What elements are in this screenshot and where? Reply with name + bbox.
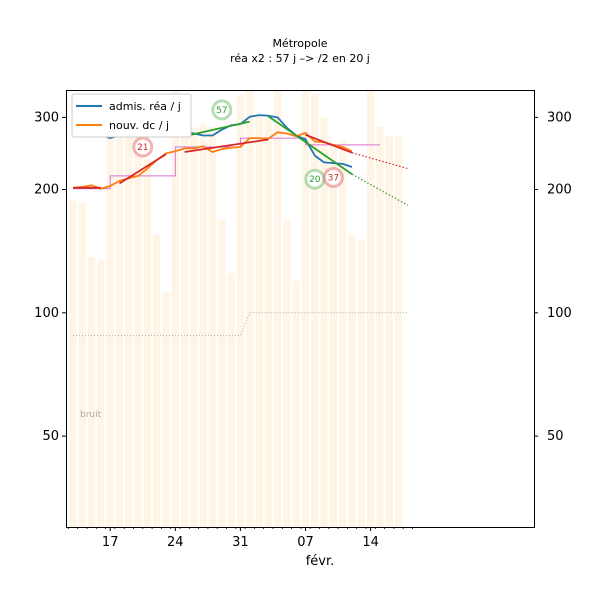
background-bar: [208, 126, 217, 527]
background-bar: [87, 256, 96, 527]
legend-label-admis-rea: admis. réa / j: [109, 100, 181, 113]
annotations: 57 21 20 37: [132, 99, 344, 190]
chart-subtitle: réa x2 : 57 j –> /2 en 20 j: [230, 52, 370, 65]
x-tick-label: 31: [232, 535, 249, 550]
legend-box: [71, 93, 192, 138]
y-tick-label-right: 300: [547, 110, 572, 125]
y-tick-label-right: 50: [547, 429, 564, 444]
background-bar: [236, 95, 245, 527]
x-axis-label: févr.: [306, 554, 335, 569]
annotation-badge: [322, 167, 344, 188]
x-tick-label: 07: [297, 535, 314, 550]
y-tick-label-right: 100: [547, 306, 572, 321]
background-bar: [320, 117, 328, 528]
background-bar: [357, 240, 365, 527]
background-bar: [227, 273, 235, 527]
background-bar: [97, 259, 105, 527]
y-axis-left: 50 100 200 300: [34, 110, 66, 444]
y-tick-label-left: 100: [34, 306, 59, 321]
background-bar: [255, 114, 263, 527]
background-bar: [329, 144, 338, 527]
y-tick-label-left: 200: [34, 183, 59, 198]
y-tick-label-left: 300: [34, 110, 59, 125]
annotation-label: 57: [216, 106, 227, 116]
annotation-badge: [304, 168, 326, 190]
background-bar: [143, 159, 152, 528]
background-bar: [134, 131, 142, 527]
background-bar: [115, 124, 124, 527]
background-bar: [78, 202, 86, 527]
background-bar: [180, 93, 189, 527]
background-bar: [394, 136, 403, 527]
background-bar: [69, 200, 77, 527]
background-bar: [301, 90, 310, 527]
background-bar: [348, 234, 356, 527]
chart-title: Métropole: [272, 37, 327, 50]
background-bar: [311, 93, 319, 527]
noise-label: bruit: [80, 410, 102, 420]
y-tick-label-left: 50: [42, 429, 59, 444]
x-tick-label: 14: [362, 535, 379, 550]
x-tick-label: 17: [102, 535, 119, 550]
background-bar: [264, 117, 272, 528]
background-bar: [171, 90, 179, 527]
annotation-badge: [132, 136, 154, 158]
trend-line: [305, 133, 353, 154]
background-bar: [246, 90, 254, 527]
trend-line: [267, 115, 353, 175]
series-line-1: [72, 131, 353, 190]
legend-label-nouv-dc: nouv. dc / j: [109, 119, 169, 132]
background-bar: [190, 127, 198, 528]
background-bars: [69, 90, 403, 528]
background-bar: [366, 90, 375, 527]
background-bar: [283, 220, 291, 527]
background-bar: [162, 292, 170, 527]
background-bar: [273, 90, 282, 527]
x-axis: 17 24 31 07 14: [67, 527, 413, 550]
background-bar: [106, 126, 114, 527]
background-bar: [125, 136, 133, 527]
background-bar: [218, 220, 226, 527]
background-bar: [385, 136, 393, 527]
y-axis-right: 50 100 200 300: [534, 110, 572, 444]
trend-line: [184, 120, 250, 138]
trend-line: [119, 153, 167, 185]
y-tick-label-right: 200: [547, 183, 572, 198]
legend: admis. réa / j nouv. dc / j: [71, 93, 192, 138]
annotation-label: 37: [328, 174, 339, 184]
projection-lines: [351, 152, 409, 206]
background-bar: [199, 123, 207, 527]
annotation-label: 21: [137, 143, 148, 153]
x-tick-label: 24: [167, 535, 184, 550]
background-bar: [153, 234, 161, 527]
background-bar: [339, 140, 347, 528]
trend-line: [184, 138, 269, 153]
background-bar: [292, 280, 300, 527]
projection-line: [351, 152, 408, 170]
annotation-label: 20: [309, 175, 321, 185]
annotation-badge: [211, 99, 233, 121]
projection-line: [351, 173, 409, 206]
background-bar: [376, 126, 384, 527]
